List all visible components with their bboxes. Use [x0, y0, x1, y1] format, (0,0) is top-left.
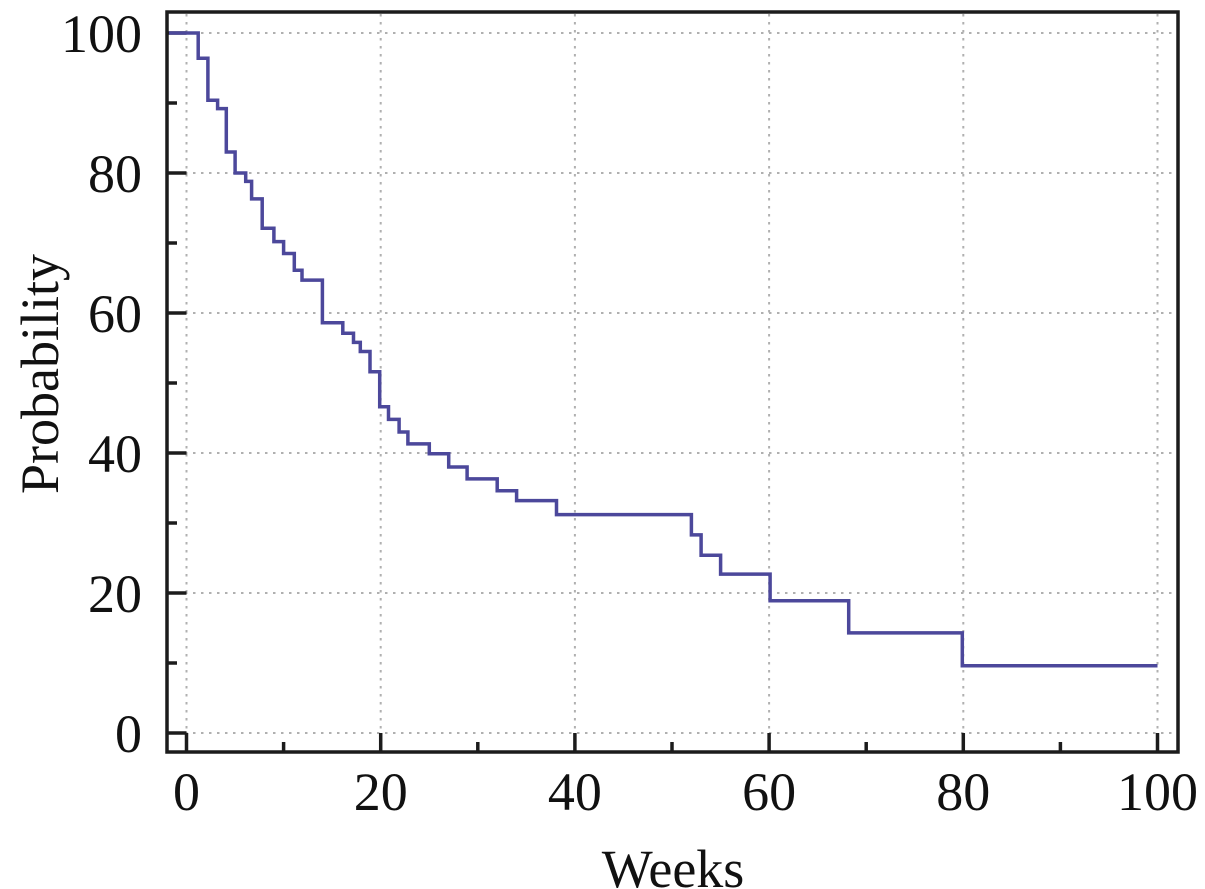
- x-tick-label-20: 20: [353, 762, 408, 822]
- x-tick-label-100: 100: [1117, 762, 1198, 822]
- survival-curve: [169, 31, 1158, 668]
- tick-marks: [167, 31, 1160, 752]
- y-tick-label-20: 20: [88, 564, 142, 624]
- gridlines: [169, 14, 1176, 750]
- plot-frame: [165, 10, 1180, 754]
- x-tick-label-40: 40: [547, 762, 602, 822]
- y-tick-label-80: 80: [88, 144, 142, 204]
- x-tick-label-0: 0: [173, 762, 200, 822]
- y-tick-label-60: 60: [88, 284, 142, 344]
- x-axis-title: Weeks: [601, 839, 745, 889]
- y-tick-label-40: 40: [88, 424, 142, 484]
- x-tick-label-60: 60: [742, 762, 797, 822]
- y-tick-label-0: 0: [115, 704, 142, 764]
- y-axis-title: Probability: [10, 254, 70, 494]
- y-tick-label-100: 100: [61, 4, 142, 64]
- x-tick-label-80: 80: [936, 762, 991, 822]
